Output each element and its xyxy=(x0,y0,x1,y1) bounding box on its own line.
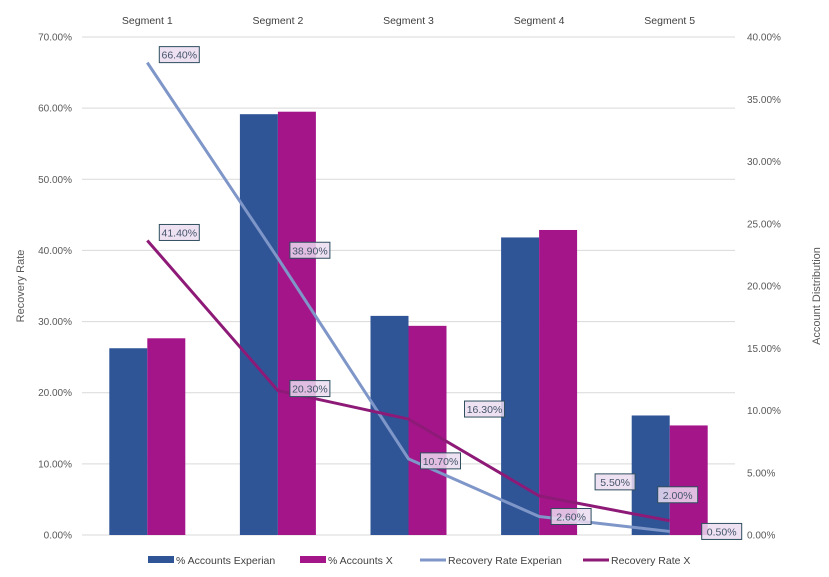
category-label: Segment 1 xyxy=(122,15,173,27)
bar-accounts-experian xyxy=(370,315,409,535)
data-label: 66.40% xyxy=(161,50,197,62)
legend-swatch xyxy=(300,556,326,563)
data-label-box xyxy=(158,223,200,241)
y2-tick-label: 20.00% xyxy=(747,282,781,293)
y2-tick-label: 0.00% xyxy=(747,531,775,542)
data-label-box xyxy=(289,241,331,259)
y-tick-label: 10.00% xyxy=(38,459,72,470)
y-tick-label: 70.00% xyxy=(38,33,72,44)
bar-accounts-x xyxy=(147,338,186,535)
y2-tick-label: 25.00% xyxy=(747,219,781,230)
y2-tick-label: 40.00% xyxy=(747,33,781,44)
bar-accounts-experian xyxy=(239,114,278,535)
data-label-box xyxy=(464,400,505,418)
y-axis-title: Recovery Rate xyxy=(15,250,27,323)
category-label: Segment 3 xyxy=(383,15,434,27)
y2-axis-title: Account Distribution xyxy=(811,247,823,345)
data-label-box xyxy=(289,380,331,398)
data-label-box xyxy=(550,508,592,526)
data-label-box xyxy=(657,486,699,504)
y2-tick-label: 10.00% xyxy=(747,406,781,417)
data-label: 20.30% xyxy=(292,384,328,396)
data-label: 41.40% xyxy=(161,227,197,239)
y2-tick-label: 30.00% xyxy=(747,157,781,168)
y-tick-label: 60.00% xyxy=(38,104,72,115)
bar-accounts-experian xyxy=(501,237,540,535)
y-tick-label: 30.00% xyxy=(38,317,72,328)
y-tick-label: 0.00% xyxy=(44,531,72,542)
category-label: Segment 4 xyxy=(514,15,565,27)
y2-tick-label: 15.00% xyxy=(747,344,781,355)
bar-accounts-experian xyxy=(109,348,148,535)
y2-tick-label: 35.00% xyxy=(747,95,781,106)
data-label: 0.50% xyxy=(707,526,737,538)
bar-accounts-x xyxy=(277,111,316,535)
y-tick-label: 50.00% xyxy=(38,175,72,186)
bar-accounts-x xyxy=(669,425,708,535)
data-label: 16.30% xyxy=(467,404,503,416)
data-label: 5.50% xyxy=(600,477,630,489)
category-label: Segment 5 xyxy=(644,15,695,27)
legend-label: % Accounts X xyxy=(328,555,393,567)
y-tick-label: 40.00% xyxy=(38,246,72,257)
data-label-box xyxy=(420,452,461,470)
legend-label: Recovery Rate Experian xyxy=(448,555,562,567)
data-label: 2.60% xyxy=(556,512,586,524)
data-label: 10.70% xyxy=(423,456,459,468)
data-label-box xyxy=(594,473,636,491)
data-label-box xyxy=(158,46,200,64)
category-label: Segment 2 xyxy=(253,15,304,27)
line-recovery-rate-x xyxy=(146,239,670,523)
y2-tick-label: 5.00% xyxy=(747,468,775,479)
legend-label: % Accounts Experian xyxy=(176,555,275,567)
legend-swatch xyxy=(148,556,174,563)
legend-label: Recovery Rate X xyxy=(611,555,690,567)
data-label: 2.00% xyxy=(663,490,693,502)
data-label: 38.90% xyxy=(292,245,328,257)
data-label-box xyxy=(701,522,743,540)
bar-accounts-x xyxy=(539,229,578,535)
y-tick-label: 20.00% xyxy=(38,388,72,399)
